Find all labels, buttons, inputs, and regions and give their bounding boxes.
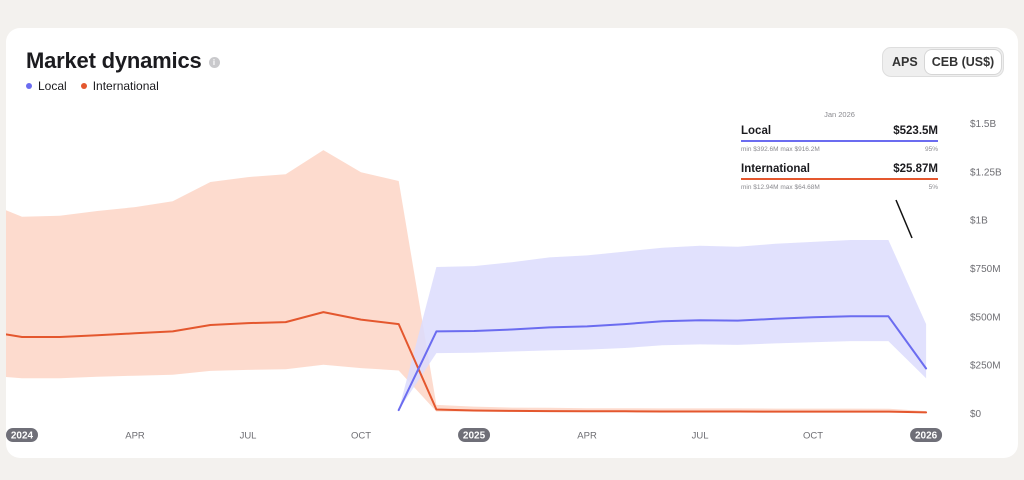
tooltip-meta-local: min $392.6M max $916.2M 95% bbox=[741, 146, 938, 153]
page-title: Market dynamics bbox=[26, 48, 202, 73]
tooltip-label: Local bbox=[741, 125, 772, 137]
tooltip-meta-international: min $12.94M max $64.68M 5% bbox=[741, 184, 938, 191]
year-pill bbox=[458, 428, 491, 442]
y-tick-label: $1.5B bbox=[970, 119, 996, 130]
series-line-international bbox=[6, 311, 928, 414]
toggle-ceb-usd-button[interactable]: CEB (US$) bbox=[924, 50, 1002, 74]
legend: Local International bbox=[26, 79, 159, 93]
x-tick-label: OCT bbox=[803, 431, 823, 442]
legend-dot-icon bbox=[26, 83, 32, 89]
tooltip-value: $523.5M bbox=[893, 125, 938, 137]
legend-item-international[interactable]: International bbox=[80, 79, 159, 93]
y-tick-label: $500M bbox=[970, 312, 1001, 323]
tooltip-bar-local bbox=[741, 140, 938, 142]
tooltip-share: 95% bbox=[924, 146, 938, 153]
x-tick-label: 2024 bbox=[11, 431, 34, 442]
tooltip-range: min $12.94M max $64.68M bbox=[741, 184, 820, 191]
tooltip-range: min $392.6M max $916.2M bbox=[741, 146, 820, 153]
legend-label: Local bbox=[38, 79, 67, 93]
x-tick-label: JUL bbox=[240, 431, 257, 442]
y-tick-label: $250M bbox=[970, 361, 1001, 372]
x-tick-label: 2026 bbox=[915, 431, 938, 442]
series-line-local bbox=[397, 315, 928, 412]
currency-toggle: APS CEB (US$) bbox=[882, 47, 1005, 77]
chart-area[interactable]: $0 $250M $500M $750M $1B $1.25B $1.5B 2024 APR JU… bbox=[6, 28, 1018, 458]
tooltip-row-local: Local $523.5M bbox=[741, 125, 938, 137]
band-local bbox=[398, 240, 927, 411]
tooltip-date: Jan 2026 bbox=[824, 110, 855, 119]
tooltip-pointer bbox=[895, 199, 913, 239]
y-tick-label: $1.25B bbox=[970, 167, 1002, 178]
year-pill bbox=[6, 428, 38, 442]
band-international bbox=[6, 150, 927, 413]
legend-label: International bbox=[92, 79, 159, 93]
tooltip-value: $25.87M bbox=[893, 163, 938, 175]
x-tick-label: OCT bbox=[351, 431, 371, 442]
y-tick-label: $0 bbox=[970, 409, 982, 420]
hover-tooltip: Jan 2026 Local $523.5M min $392.6M max $… bbox=[741, 110, 938, 201]
tooltip-label: International bbox=[741, 163, 811, 175]
x-tick-label: APR bbox=[577, 431, 597, 442]
title-row: Market dynamics i bbox=[26, 48, 220, 74]
toggle-aps-button[interactable]: APS bbox=[892, 55, 918, 69]
y-tick-label: $750M bbox=[970, 264, 1001, 275]
tooltip-share: 5% bbox=[928, 184, 938, 191]
x-tick-label: JUL bbox=[692, 431, 709, 442]
market-dynamics-card: $0 $250M $500M $750M $1B $1.25B $1.5B 2024 APR JU… bbox=[6, 28, 1018, 458]
x-tick-label: APR bbox=[125, 431, 145, 442]
tooltip-bar-international bbox=[741, 178, 938, 180]
y-tick-label: $1B bbox=[970, 216, 988, 227]
info-icon[interactable]: i bbox=[208, 57, 220, 68]
x-tick-label: 2025 bbox=[463, 431, 486, 442]
legend-item-local[interactable]: Local bbox=[26, 79, 67, 93]
legend-dot-icon bbox=[80, 83, 87, 89]
tooltip-row-international: International $25.87M bbox=[741, 163, 938, 175]
year-pill bbox=[910, 428, 943, 442]
